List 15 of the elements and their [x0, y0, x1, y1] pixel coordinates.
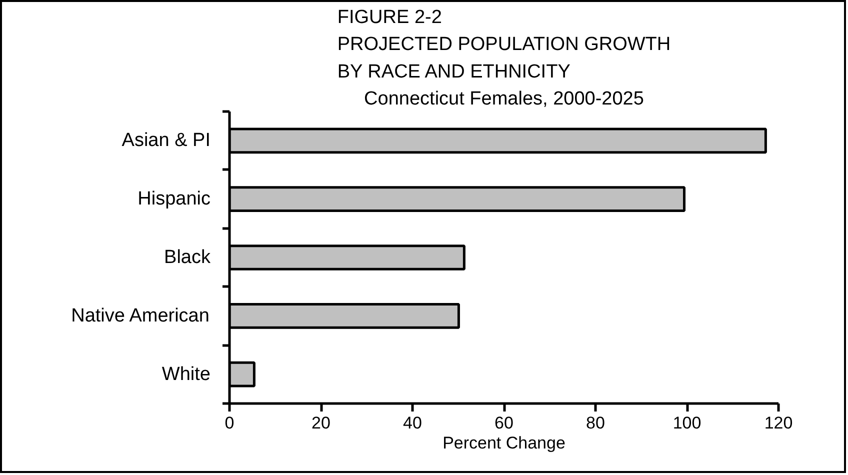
chart-subtitle: Connecticut Females, 2000-2025	[364, 88, 644, 110]
x-axis-title: Percent Change	[442, 434, 566, 452]
x-tick-label: 60	[494, 414, 514, 432]
x-tick-label: 120	[764, 414, 793, 432]
y-tick-label: White	[162, 364, 211, 385]
x-tick-label: 80	[586, 414, 605, 432]
x-tick-label: 0	[224, 414, 234, 432]
x-tick-label: 40	[403, 414, 422, 432]
y-tick-label: Hispanic	[138, 188, 211, 210]
x-tick-label: 100	[672, 414, 702, 432]
y-tick-label: Asian & PI	[122, 130, 211, 152]
chart-title: FIGURE 2-2 PROJECTED POPULATION GROWTH BY RACE AND ETHNICITY	[337, 6, 671, 82]
y-tick-label: Native American	[71, 305, 210, 326]
y-tick-label: Black	[164, 247, 211, 268]
x-tick-label: 20	[312, 414, 330, 432]
